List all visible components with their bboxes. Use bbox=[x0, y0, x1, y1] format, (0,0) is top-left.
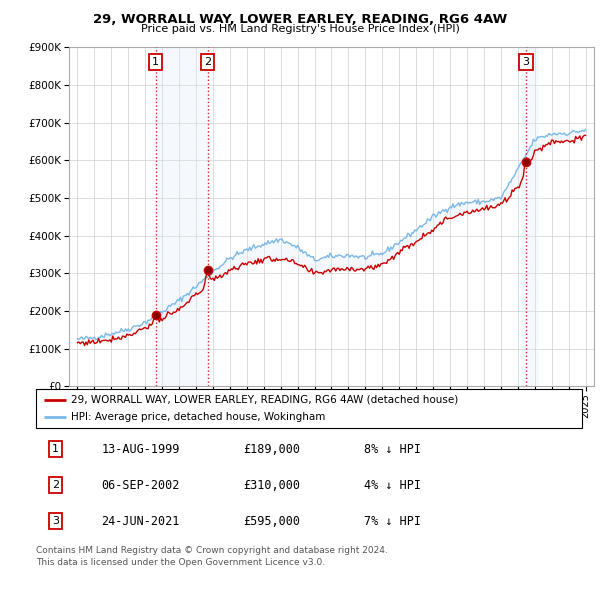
Text: This data is licensed under the Open Government Licence v3.0.: This data is licensed under the Open Gov… bbox=[36, 558, 325, 566]
Text: 3: 3 bbox=[52, 516, 59, 526]
Text: 8% ↓ HPI: 8% ↓ HPI bbox=[364, 442, 421, 455]
Bar bbox=[521, 47, 539, 386]
Text: 3: 3 bbox=[523, 57, 529, 67]
Text: 2: 2 bbox=[52, 480, 59, 490]
Text: £189,000: £189,000 bbox=[244, 442, 301, 455]
Bar bbox=[156, 47, 208, 386]
Text: £595,000: £595,000 bbox=[244, 515, 301, 528]
Text: 4% ↓ HPI: 4% ↓ HPI bbox=[364, 478, 421, 492]
Text: 13-AUG-1999: 13-AUG-1999 bbox=[101, 442, 180, 455]
Text: 1: 1 bbox=[152, 57, 159, 67]
Text: 2: 2 bbox=[204, 57, 211, 67]
Text: £310,000: £310,000 bbox=[244, 478, 301, 492]
Text: 29, WORRALL WAY, LOWER EARLEY, READING, RG6 4AW (detached house): 29, WORRALL WAY, LOWER EARLEY, READING, … bbox=[71, 395, 459, 405]
Text: 24-JUN-2021: 24-JUN-2021 bbox=[101, 515, 180, 528]
Text: 7% ↓ HPI: 7% ↓ HPI bbox=[364, 515, 421, 528]
Text: Price paid vs. HM Land Registry's House Price Index (HPI): Price paid vs. HM Land Registry's House … bbox=[140, 24, 460, 34]
Text: HPI: Average price, detached house, Wokingham: HPI: Average price, detached house, Woki… bbox=[71, 412, 326, 422]
Text: 1: 1 bbox=[52, 444, 59, 454]
Text: Contains HM Land Registry data © Crown copyright and database right 2024.: Contains HM Land Registry data © Crown c… bbox=[36, 546, 388, 555]
Text: 29, WORRALL WAY, LOWER EARLEY, READING, RG6 4AW: 29, WORRALL WAY, LOWER EARLEY, READING, … bbox=[93, 13, 507, 26]
Text: 06-SEP-2002: 06-SEP-2002 bbox=[101, 478, 180, 492]
